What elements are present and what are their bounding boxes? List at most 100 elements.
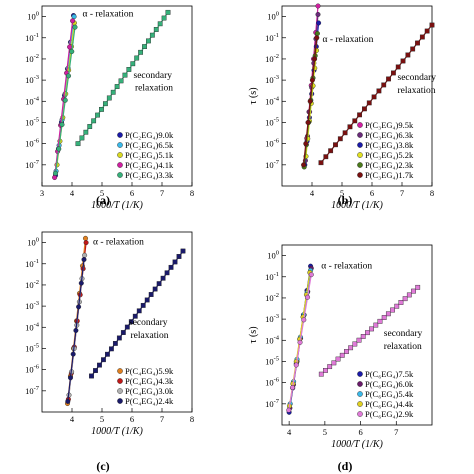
legend-marker [117, 378, 123, 384]
data-point [116, 335, 122, 341]
data-point [161, 15, 167, 21]
y-tick-label: 100 [267, 250, 279, 261]
data-point [305, 119, 311, 125]
data-point [314, 31, 320, 37]
annotation: secondary [398, 73, 437, 83]
data-point [381, 315, 387, 320]
x-tick-label: 3 [40, 188, 44, 198]
plot-frame [41, 231, 193, 413]
data-point [114, 84, 120, 89]
y-tick-label: 10-7 [265, 159, 280, 170]
data-point [99, 106, 104, 112]
legend-entry: P(C₄EG₄)4.3k [125, 376, 174, 386]
data-point [67, 375, 73, 381]
series-4 [286, 272, 421, 413]
data-point [132, 313, 138, 319]
data-point [165, 9, 171, 15]
legend-marker [357, 152, 363, 158]
y-axis-label: τ (s) [248, 326, 259, 343]
annotation: secondary [384, 329, 423, 339]
data-point [429, 22, 435, 28]
data-point [95, 112, 100, 118]
x-tick-label: 4 [70, 414, 75, 424]
y-tick-label: 10-3 [265, 74, 279, 85]
data-point [160, 275, 166, 281]
x-tick-label: 4 [287, 427, 292, 437]
data-point [398, 300, 404, 305]
data-point [149, 32, 155, 38]
x-tick-label: 4 [310, 188, 315, 198]
data-point [176, 254, 182, 259]
x-tick-label: 5 [100, 414, 104, 424]
data-point [146, 38, 151, 44]
x-tick-label: 5 [340, 188, 344, 198]
x-tick-label: 6 [130, 414, 134, 424]
data-point [56, 146, 62, 152]
data-point [424, 28, 430, 34]
legend-marker [357, 122, 363, 128]
data-point [410, 46, 416, 52]
data-point [126, 67, 132, 72]
data-point [390, 307, 395, 313]
x-axis-label: 1000/T (1/K) [331, 200, 383, 211]
legend-entry: P(C₃EG₄)2.3k [365, 160, 414, 170]
data-point [164, 270, 170, 276]
data-point [83, 240, 89, 246]
data-point [318, 371, 324, 377]
legend-entry: P(C₄EG₄)2.4k [125, 396, 174, 406]
panel-c: 4 5 6 7 8 100 10-1 10-2 10-3 10-4 10-5 10-6 10-7 1000… [25, 231, 194, 437]
x-tick-label: 7 [394, 427, 398, 437]
data-point [373, 322, 379, 328]
y-tick-label: 10-7 [25, 385, 40, 396]
y-tick-label: 10-1 [25, 32, 39, 43]
data-point [344, 349, 349, 354]
data-point [148, 292, 154, 297]
data-point [333, 142, 338, 148]
y-tick-label: 10-4 [25, 95, 40, 106]
y-tick-label: 100 [27, 237, 39, 248]
annotation: α - relaxation [323, 35, 374, 45]
panel-label: (c) [96, 459, 109, 473]
data-point [305, 294, 311, 300]
x-axis-label: 1000/T (1/K) [91, 200, 143, 211]
data-point [62, 97, 68, 103]
legend-marker [117, 388, 123, 394]
data-point [152, 286, 158, 292]
legend-marker [117, 142, 123, 148]
data-point [309, 77, 315, 83]
legend-entry: P(C₆EG₄)6.0k [365, 379, 414, 389]
legend-entry: P(C₆EG₄)5.4k [365, 389, 414, 399]
data-point [342, 130, 348, 136]
legend-marker [357, 391, 363, 397]
y-tick-label: 10-5 [25, 116, 39, 127]
x-tick-label: 5 [100, 188, 104, 198]
data-point [339, 352, 345, 358]
y-axis-label: τ (s) [248, 87, 259, 104]
data-point [82, 252, 88, 258]
data-point [312, 56, 318, 62]
data-point [144, 297, 150, 303]
legend-marker [357, 172, 363, 178]
y-tick-label: 10-3 [265, 313, 279, 324]
panel-label: (d) [338, 459, 353, 473]
data-point [386, 76, 391, 82]
x-tick-label: 8 [190, 414, 194, 424]
data-point [290, 385, 296, 391]
y-tick-label: 10-2 [25, 279, 39, 290]
x-tick-label: 7 [160, 414, 164, 424]
y-tick-label: 10-6 [25, 138, 40, 149]
y-tick-label: 10-7 [265, 398, 280, 409]
data-point [124, 324, 130, 330]
data-point [112, 341, 118, 346]
legend-entry: P(C₆EG₄)4.4k [365, 399, 414, 409]
data-point [301, 162, 307, 168]
data-point [53, 170, 59, 176]
x-tick-label: 6 [370, 188, 374, 198]
legend-entry: P(C₃EG₄)5.2k [365, 150, 414, 160]
legend-entry: P(C₂EG₄)6.5k [125, 140, 174, 150]
plot-frame [281, 244, 433, 426]
data-point [136, 308, 142, 314]
data-point [362, 106, 367, 112]
y-tick-label: 10-2 [265, 53, 279, 64]
